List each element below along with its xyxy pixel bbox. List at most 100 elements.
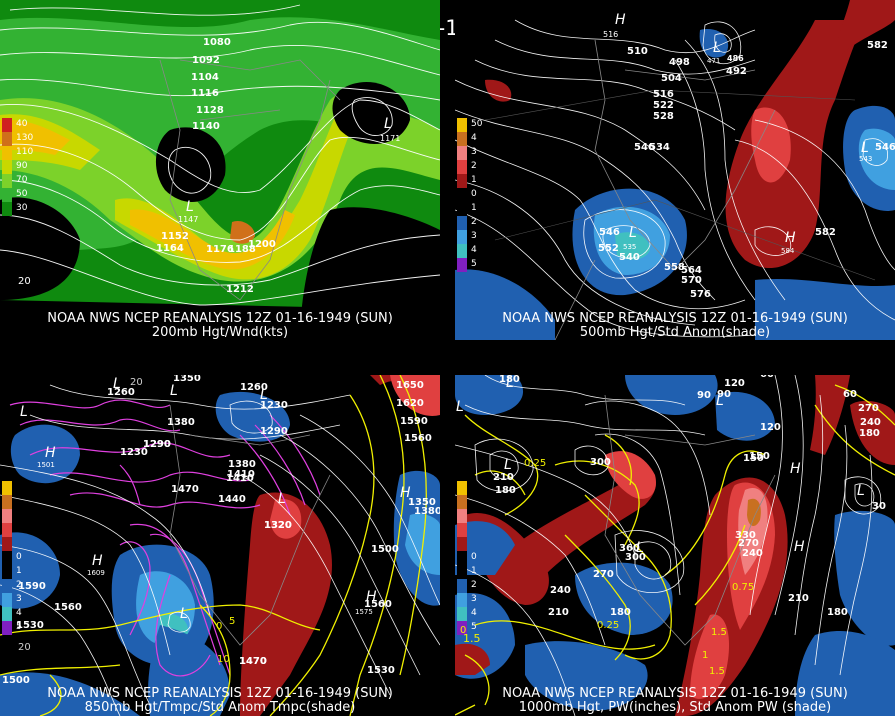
legend-swatch — [457, 230, 467, 244]
legend-label: 50 — [16, 189, 28, 199]
panel-caption-source: NOAA NWS NCEP REANALYSIS 12Z 01-16-1949 … — [502, 686, 848, 701]
legend-swatch — [2, 132, 12, 146]
contour-label: 1350 — [408, 497, 436, 508]
legend-swatch — [2, 593, 12, 607]
legend-entry: 1 — [457, 202, 487, 216]
low-pressure-symbol: L — [260, 387, 268, 403]
contour-label: 5 — [229, 616, 236, 627]
legend-entry: 0 — [457, 551, 487, 565]
low-pressure-symbol: L — [636, 540, 644, 556]
legend-entry: 4 — [2, 607, 32, 621]
low-pressure-symbol: L — [504, 457, 512, 473]
contour-label: 1590 — [400, 416, 428, 427]
legend-swatch — [2, 607, 12, 621]
contour-label: 510 — [627, 46, 648, 57]
contour-label: 1152 — [161, 231, 189, 242]
legend-entry: 3 — [2, 593, 32, 607]
panel-850mb: 0 1 2 3 4 5 1350 1260 1230 1650 1620 1290 132… — [0, 375, 440, 716]
contour-label: 1140 — [192, 121, 220, 132]
legend-swatch — [457, 579, 467, 593]
legend-label: 5 — [16, 622, 22, 632]
contour-label: 1 — [702, 650, 709, 661]
contour-label: 90 — [697, 390, 711, 401]
contour-label: 1290 — [143, 439, 171, 450]
contour-label: 1560 — [364, 599, 392, 610]
contour-label: 1650 — [396, 380, 424, 391]
legend-swatch — [457, 495, 467, 509]
contour-label: 1575 — [355, 608, 373, 616]
high-pressure-symbol: H — [794, 539, 805, 555]
legend-swatch — [457, 132, 467, 146]
legend-swatch — [457, 244, 467, 258]
contour-label: 1560 — [404, 433, 432, 444]
legend-entry: 2 — [457, 579, 487, 593]
legend-label: 40 — [16, 119, 28, 129]
legend-swatch — [2, 551, 12, 565]
low-pressure-symbol: L — [384, 116, 392, 132]
legend-entry — [457, 537, 487, 551]
legend-swatch — [457, 593, 467, 607]
contour-label: 516 — [603, 30, 619, 39]
legend-swatch — [457, 551, 467, 565]
legend-swatch — [2, 146, 12, 160]
legend-label: 2 — [471, 217, 477, 227]
contour-label: 180 — [499, 375, 520, 385]
map-500mb — [455, 0, 895, 340]
contour-label: 1380 — [228, 459, 256, 470]
contour-label: 1440 — [218, 494, 246, 505]
map-1000mb — [455, 375, 895, 716]
contour-label: 270 — [738, 538, 759, 549]
contour-label: 210 — [548, 607, 569, 618]
contour-label: 330 — [735, 530, 756, 541]
legend-entry — [457, 481, 487, 495]
legend-label: 0 — [471, 552, 477, 562]
legend-entry: 5 — [2, 621, 32, 635]
contour-label: 1188 — [228, 244, 256, 255]
high-pressure-symbol: H — [45, 445, 56, 461]
panel-500mb: 50 4 3 2 1 0 1 2 3 4 5 516 510 498 504 486 492 516… — [455, 0, 895, 340]
contour-label: 1212 — [226, 284, 254, 295]
legend-label: 3 — [471, 147, 477, 157]
contour-label: 552 — [598, 243, 619, 254]
contour-label: 535 — [623, 243, 637, 251]
contour-label: 576 — [690, 289, 711, 300]
contour-label: 0 — [460, 625, 467, 636]
contour-label: 1501 — [37, 461, 55, 469]
panel-caption-source: NOAA NWS NCEP REANALYSIS 12Z 01-16-1949 … — [47, 311, 393, 326]
contour-label: 150 — [749, 451, 770, 462]
legend-swatch — [457, 146, 467, 160]
legend-entry: 90 — [2, 160, 32, 174]
legend-entry: 50 — [2, 188, 32, 202]
legend-swatch — [2, 509, 12, 523]
contour-label: 150 — [743, 453, 764, 464]
legend-entry: 2 — [457, 216, 487, 230]
legend-label: 1 — [16, 566, 22, 576]
contour-label: 270 — [858, 403, 879, 414]
low-pressure-symbol: L — [113, 376, 121, 392]
legend-swatch — [457, 607, 467, 621]
legend-entry — [457, 523, 487, 537]
legend-label: 4 — [16, 608, 22, 618]
legend-1000mb: 0 1 2 3 4 5 — [457, 481, 487, 635]
contour-label: 558 — [664, 262, 685, 273]
legend-label: 4 — [471, 133, 477, 143]
contour-label: 584 — [781, 247, 795, 255]
contour-label: 1092 — [192, 55, 220, 66]
legend-entry: 1 — [2, 565, 32, 579]
legend-entry: 130 — [2, 132, 33, 146]
legend-entry: 4 — [457, 244, 487, 258]
panel-caption-field: 200mb Hgt/Wnd(kts) — [151, 325, 289, 340]
contour-label: 1609 — [87, 569, 105, 577]
contour-label: 471 — [707, 57, 721, 65]
contour-label: 1620 — [396, 398, 424, 409]
panel-caption-field: 500mb Hgt/Std Anom(shade) — [579, 325, 771, 340]
legend-label: 50 — [471, 119, 483, 129]
legend-entry — [2, 495, 32, 509]
high-pressure-symbol: H — [400, 485, 411, 501]
legend-entry: 1 — [457, 174, 487, 188]
low-pressure-symbol: L — [186, 199, 194, 215]
legend-500mb: 50 4 3 2 1 0 1 2 3 4 5 — [457, 118, 487, 272]
contour-label: 270 — [593, 569, 614, 580]
legend-swatch — [457, 523, 467, 537]
